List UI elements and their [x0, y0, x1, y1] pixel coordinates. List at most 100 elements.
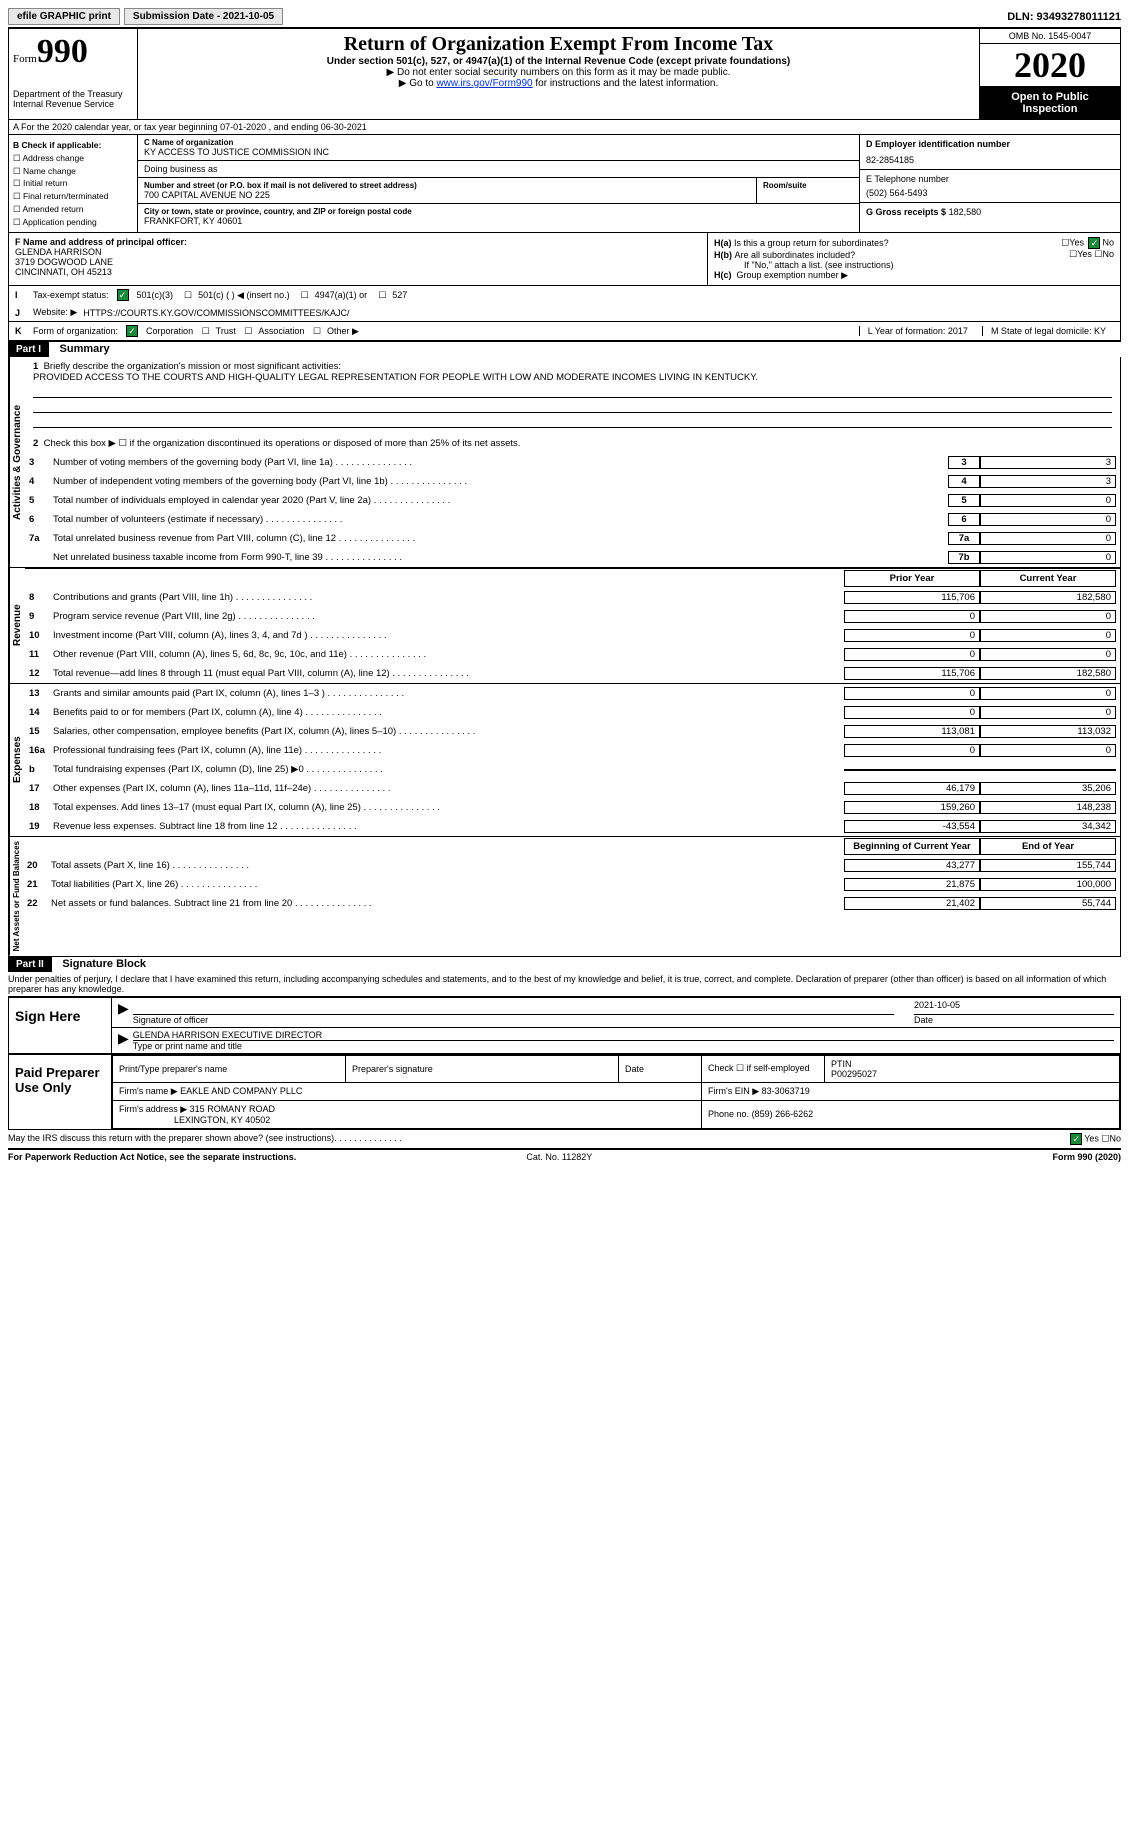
fin-line: 13 Grants and similar amounts paid (Part… [25, 684, 1120, 703]
sign-here-label: Sign Here [9, 998, 112, 1053]
chk-final[interactable]: ☐ Final return/terminated [13, 190, 133, 203]
tax-year: 2020 [980, 44, 1120, 87]
discuss-answer: ✓Yes ☐No [1068, 1133, 1121, 1145]
vtab-revenue: Revenue [9, 568, 25, 683]
form-title: Return of Organization Exempt From Incom… [142, 33, 975, 56]
ha-label: H(a) [714, 238, 732, 248]
submission-date-button[interactable]: Submission Date - 2021-10-05 [124, 8, 283, 25]
block-f: F Name and address of principal officer:… [9, 233, 708, 285]
irs-link[interactable]: www.irs.gov/Form990 [436, 78, 532, 89]
preparer-block: Paid Preparer Use Only Print/Type prepar… [8, 1054, 1121, 1130]
header-mid: Return of Organization Exempt From Incom… [138, 29, 979, 119]
hdr-eoy: End of Year [980, 838, 1116, 855]
gov-line: 6 Total number of volunteers (estimate i… [25, 510, 1120, 529]
firm-addr-label: Firm's address ▶ [119, 1104, 187, 1114]
fin-line: 12 Total revenue—add lines 8 through 11 … [25, 664, 1120, 683]
row-a-tax-year: A For the 2020 calendar year, or tax yea… [8, 120, 1121, 135]
header-right: OMB No. 1545-0047 2020 Open to Public In… [979, 29, 1120, 119]
hb-answer: ☐Yes ☐No [1069, 249, 1114, 260]
officer-label: F Name and address of principal officer: [15, 237, 701, 247]
prep-sig-label: Preparer's signature [346, 1055, 619, 1082]
dba-label: Doing business as [144, 164, 853, 174]
gov-line: 4 Number of independent voting members o… [25, 472, 1120, 491]
chk-amended[interactable]: ☐ Amended return [13, 203, 133, 216]
chk-initial[interactable]: ☐ Initial return [13, 177, 133, 190]
firm-addr: 315 ROMANY ROAD [190, 1104, 275, 1114]
governance-section: Activities & Governance 1 Briefly descri… [8, 357, 1121, 568]
form-word: Form [13, 53, 37, 65]
ha-answer: ☐Yes ✓No [1061, 237, 1114, 249]
sig-date: 2021-10-05 [914, 1000, 1114, 1015]
opt-501c3: 501(c)(3) [137, 290, 174, 300]
year-formation: L Year of formation: 2017 [859, 326, 976, 336]
gov-line: 5 Total number of individuals employed i… [25, 491, 1120, 510]
chk-pending[interactable]: ☐ Application pending [13, 216, 133, 229]
ein-label: D Employer identification number [866, 139, 1114, 149]
block-h: H(a) Is this a group return for subordin… [708, 233, 1120, 285]
header-left: Form990 Department of the Treasury Inter… [9, 29, 138, 119]
fin-line: b Total fundraising expenses (Part IX, c… [25, 760, 1120, 779]
opt-corp: Corporation [146, 326, 193, 336]
k-text: Form of organization: [33, 326, 118, 336]
note2-pre: ▶ Go to [399, 78, 437, 89]
hc-label: H(c) [714, 270, 732, 280]
ein-value: 82-2854185 [866, 155, 1114, 165]
fin-line: 17 Other expenses (Part IX, column (A), … [25, 779, 1120, 798]
efile-button[interactable]: efile GRAPHIC print [8, 8, 120, 25]
opt-527: 527 [392, 290, 407, 300]
officer-print-name: GLENDA HARRISON EXECUTIVE DIRECTOR [133, 1030, 1114, 1041]
officer-addr1: 3719 DOGWOOD LANE [15, 257, 701, 267]
footer-left: For Paperwork Reduction Act Notice, see … [8, 1152, 296, 1162]
phone-value: (502) 564-5493 [866, 188, 1114, 198]
hc-question: Group exemption number ▶ [737, 270, 848, 280]
part1-badge: Part I [8, 342, 49, 357]
opt-501c: 501(c) ( ) ◀ (insert no.) [198, 290, 289, 301]
chk-address[interactable]: ☐ Address change [13, 152, 133, 165]
i-text: Tax-exempt status: [33, 290, 109, 300]
footer-form: Form 990 (2020) [1052, 1152, 1121, 1162]
netassets-section: Net Assets or Fund Balances Beginning of… [8, 837, 1121, 956]
officer-sig-row: ▶ Signature of officer 2021-10-05 Date [112, 998, 1120, 1028]
form-number: 990 [37, 33, 88, 70]
fin-line: 18 Total expenses. Add lines 13–17 (must… [25, 798, 1120, 817]
form-header: Form990 Department of the Treasury Inter… [8, 27, 1121, 120]
discuss-question: May the IRS discuss this return with the… [8, 1133, 334, 1145]
chk-501c3[interactable]: ✓ [117, 289, 129, 301]
block-c: C Name of organization KY ACCESS TO JUST… [138, 135, 859, 232]
row-i: I Tax-exempt status: ✓501(c)(3) ☐ 501(c)… [8, 286, 1121, 304]
net-header: Beginning of Current Year End of Year [23, 837, 1120, 856]
chk-corp[interactable]: ✓ [126, 325, 138, 337]
gov-line: Net unrelated business taxable income fr… [25, 548, 1120, 567]
firm-phone-label: Phone no. [708, 1109, 749, 1119]
firm-ein: 83-3063719 [762, 1086, 810, 1096]
firm-ein-label: Firm's EIN ▶ [708, 1086, 759, 1096]
hdr-boy: Beginning of Current Year [844, 838, 980, 855]
prep-self-emp: Check ☐ if self-employed [702, 1055, 825, 1082]
q1-label: Briefly describe the organization's miss… [44, 361, 342, 372]
street-address: 700 CAPITAL AVENUE NO 225 [144, 190, 750, 200]
state-domicile: M State of legal domicile: KY [982, 326, 1114, 336]
firm-city: LEXINGTON, KY 40502 [174, 1115, 270, 1125]
expenses-section: Expenses 13 Grants and similar amounts p… [8, 684, 1121, 837]
rev-header: Prior Year Current Year [25, 568, 1120, 588]
hb-question: Are all subordinates included? [735, 250, 856, 260]
chk-name[interactable]: ☐ Name change [13, 165, 133, 178]
prep-name-label: Print/Type preparer's name [113, 1055, 346, 1082]
form-note2: ▶ Go to www.irs.gov/Form990 for instruct… [142, 78, 975, 89]
gov-line: 7a Total unrelated business revenue from… [25, 529, 1120, 548]
block-b-title: B Check if applicable: [13, 139, 133, 152]
signature-block: Sign Here ▶ Signature of officer 2021-10… [8, 996, 1121, 1054]
revenue-section: Revenue Prior Year Current Year 8 Contri… [8, 568, 1121, 684]
block-fh: F Name and address of principal officer:… [8, 233, 1121, 286]
block-deg: D Employer identification number 82-2854… [859, 135, 1120, 232]
org-name: KY ACCESS TO JUSTICE COMMISSION INC [144, 147, 853, 157]
room-label: Room/suite [763, 181, 853, 190]
fin-line: 8 Contributions and grants (Part VIII, l… [25, 588, 1120, 607]
gov-line: 3 Number of voting members of the govern… [25, 453, 1120, 472]
ha-question: Is this a group return for subordinates? [734, 238, 889, 248]
gross-label: G Gross receipts $ [866, 207, 946, 217]
ptin-value: P00295027 [831, 1069, 877, 1079]
opt-other: Other ▶ [327, 326, 359, 337]
k-label: K [15, 326, 27, 336]
note2-post: for instructions and the latest informat… [533, 78, 719, 89]
